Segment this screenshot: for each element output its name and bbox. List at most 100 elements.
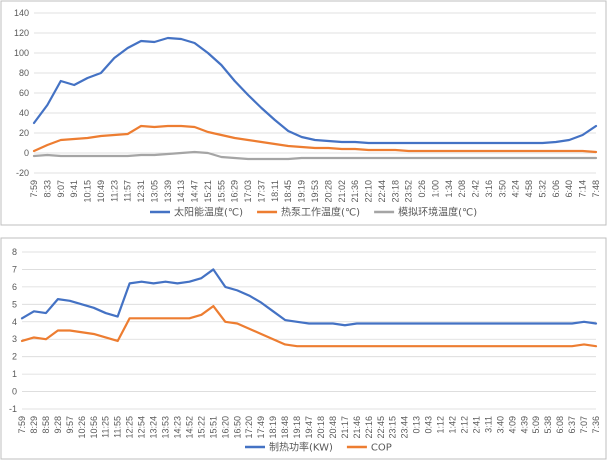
x-tick-label: 18:48	[280, 416, 290, 439]
x-tick-label: 17:49	[256, 416, 266, 439]
x-tick-label: 23:18	[390, 180, 400, 203]
x-tick-label: 7:59	[17, 416, 27, 434]
x-tick-label: 2:12	[459, 416, 469, 434]
x-tick-label: 20:28	[323, 180, 333, 203]
x-tick-label: 4:58	[524, 180, 534, 198]
x-tick-label: 22:16	[364, 416, 374, 439]
x-tick-label: 13:05	[149, 180, 159, 203]
y-tick-label: 0	[24, 148, 29, 158]
x-tick-label: 23:15	[388, 416, 398, 439]
series-line-2	[32, 150, 598, 161]
x-tick-label: 20:18	[316, 416, 326, 439]
x-tick-label: 3:40	[495, 416, 505, 434]
x-tick-label: 21:46	[352, 416, 362, 439]
x-tick-label: 8:33	[42, 180, 52, 198]
legend-label: COP	[371, 443, 392, 454]
y-tick-label: 20	[19, 128, 29, 138]
x-tick-label: 12:25	[125, 416, 135, 439]
y-tick-label: 100	[14, 48, 29, 58]
y-tick-label: 6	[12, 282, 17, 292]
x-tick-label: 13:53	[161, 416, 171, 439]
x-tick-label: 11:57	[123, 180, 133, 202]
x-tick-label: 16:50	[232, 416, 242, 439]
x-tick-label: 5:32	[537, 180, 547, 198]
x-tick-label: 1:12	[436, 416, 446, 434]
x-tick-label: 19:19	[297, 180, 307, 203]
x-tick-label: 21:02	[337, 180, 347, 203]
x-tick-label: 0:26	[417, 180, 427, 198]
x-tick-label: 10:15	[83, 180, 93, 203]
x-tick-label: 23:44	[400, 416, 410, 439]
x-tick-label: 12:31	[136, 180, 146, 203]
series-line-1	[20, 304, 598, 348]
x-tick-label: 6:37	[567, 416, 577, 434]
x-tick-label: 0:13	[412, 416, 422, 434]
x-tick-label: 19:47	[304, 416, 314, 439]
x-tick-label: 15:55	[216, 180, 226, 203]
x-tick-label: 9:07	[56, 180, 66, 198]
x-tick-label: 13:24	[149, 416, 159, 439]
x-tick-label: 8:29	[29, 416, 39, 434]
x-tick-label: 14:13	[176, 180, 186, 203]
x-tick-label: 3:16	[484, 180, 494, 198]
x-tick-label: 5:38	[543, 416, 553, 434]
series-line-0	[32, 36, 598, 145]
y-tick-label: -20	[16, 168, 29, 178]
x-tick-label: 21:17	[340, 416, 350, 439]
x-tick-label: 13:39	[163, 180, 173, 203]
legend-label: 热泵工作温度(℃)	[281, 206, 360, 219]
x-tick-label: 16:20	[220, 416, 230, 439]
x-tick-label: 10:56	[89, 416, 99, 439]
x-tick-label: 21:36	[350, 180, 360, 203]
x-tick-label: 18:11	[270, 180, 280, 202]
y-tick-label: 4	[12, 317, 17, 327]
x-tick-label: 7:48	[591, 180, 601, 198]
x-tick-label: 23:52	[404, 180, 414, 203]
x-tick-label: 19:53	[310, 180, 320, 203]
x-tick-label: 18:45	[283, 180, 293, 203]
x-tick-label: 3:50	[497, 180, 507, 198]
legend-label: 制热功率(KW)	[269, 441, 333, 454]
y-tick-label: 2	[12, 352, 17, 362]
x-tick-label: 15:51	[208, 416, 218, 439]
x-tick-label: 9:28	[53, 416, 63, 434]
x-tick-label: 17:37	[256, 180, 266, 203]
x-tick-label: 11:25	[101, 416, 111, 438]
x-tick-label: 1:34	[444, 180, 454, 198]
x-tick-label: 9:41	[69, 180, 79, 198]
y-tick-label: 140	[14, 8, 29, 18]
x-tick-label: 8:58	[41, 416, 51, 434]
y-tick-label: 120	[14, 28, 29, 38]
bottom-chart-panel	[0, 237, 607, 460]
x-tick-label: 9:57	[65, 416, 75, 434]
x-tick-label: 11:23	[109, 180, 119, 202]
x-tick-label: 22:44	[377, 180, 387, 203]
y-tick-label: 8	[12, 247, 17, 257]
x-tick-label: 22:10	[364, 180, 374, 203]
y-tick-label: -1	[9, 404, 17, 414]
x-tick-label: 12:54	[137, 416, 147, 439]
temperature-chart: -20 0 20 40 60 80 100 120 140 7:59 8:33 9:07 9:41 10:…	[14, 8, 601, 219]
x-tick-label: 6:06	[551, 180, 561, 198]
x-tick-label: 10:26	[77, 416, 87, 439]
x-tick-label: 4:39	[519, 416, 529, 434]
y-tick-label: 5	[12, 299, 17, 309]
y-tick-label: 7	[12, 264, 17, 274]
x-tick-label: 4:24	[511, 180, 521, 198]
x-tick-label: 6:08	[555, 416, 565, 434]
series-line-1	[32, 124, 598, 154]
y-tick-label: 80	[19, 68, 29, 78]
x-tick-label: 20:48	[328, 416, 338, 439]
x-tick-label: 15:22	[196, 416, 206, 439]
x-tick-label: 19:18	[292, 416, 302, 439]
x-tick-label: 5:09	[531, 416, 541, 434]
x-tick-label: 17:20	[244, 416, 254, 439]
x-tick-label: 7:07	[579, 416, 589, 434]
series-line-0	[20, 268, 598, 327]
x-tick-label: 1:00	[430, 180, 440, 198]
x-tick-label: 2:08	[457, 180, 467, 198]
x-tick-label: 7:36	[591, 416, 601, 434]
x-tick-label: 17:03	[243, 180, 253, 203]
x-tick-label: 14:23	[172, 416, 182, 439]
